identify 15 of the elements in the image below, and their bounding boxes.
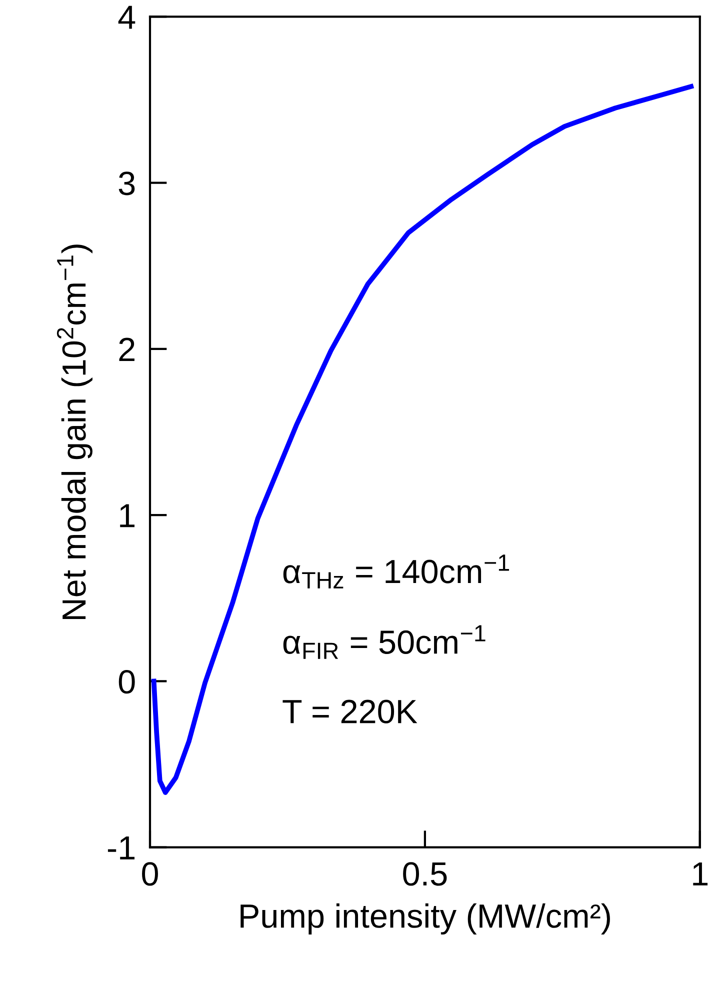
- y-tick-label: 3: [118, 172, 135, 196]
- x-tick-label: 0: [142, 862, 158, 886]
- annotation: T = 220K: [282, 700, 418, 724]
- x-tick-label: 1: [693, 862, 708, 886]
- y-tick-label: 2: [119, 338, 134, 362]
- y-tick-label: -1: [108, 836, 134, 860]
- line-series: [151, 84, 694, 795]
- annotation: α$_{FIR}$ = 50cm$^{−1}$: [283, 625, 486, 659]
- x-axis-title: Pump intensity (MW/cm²): [240, 903, 610, 934]
- y-tick-label: 4: [118, 6, 136, 29]
- y-axis-title: Net modal gain (10$^{2}$cm$^{−1}$): [56, 244, 92, 619]
- x-tick-label: 0.5: [403, 862, 447, 886]
- y-tick-label: 1: [120, 504, 134, 528]
- y-tick-label: 0: [118, 670, 135, 694]
- annotation: α$_{THz}$ = 140cm$^{−1}$: [283, 554, 510, 588]
